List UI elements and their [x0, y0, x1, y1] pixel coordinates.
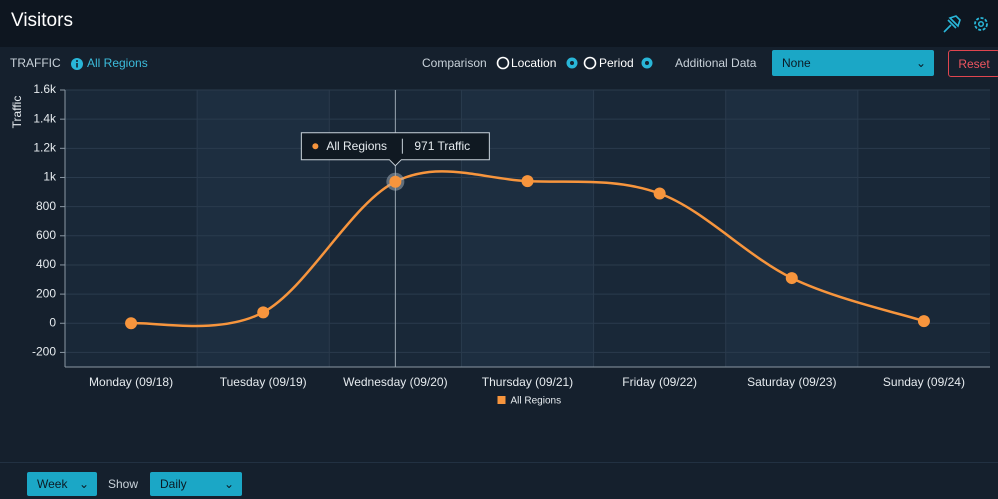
- x-tick-label: Friday (09/22): [622, 375, 697, 389]
- y-tick-label: 0: [49, 315, 56, 329]
- point: [521, 175, 534, 188]
- band: [725, 90, 858, 367]
- y-tick-label: -200: [32, 345, 56, 359]
- y-tick-label: 800: [36, 199, 56, 213]
- reset-button[interactable]: Reset: [948, 50, 998, 77]
- region-filter[interactable]: All Regions: [87, 56, 148, 70]
- range-select[interactable]: Week ⌄: [27, 472, 97, 496]
- interval-select[interactable]: Daily ⌄: [150, 472, 242, 496]
- legend-label: All Regions: [511, 396, 562, 407]
- chart: Traffic 1.6k 1.4k 1.2k 1k 800 600 400 200 0 -200 M…: [10, 82, 990, 407]
- radio[interactable]: [496, 56, 510, 70]
- chevron: ⌄: [78, 477, 89, 491]
- x-tick-label: Sunday (09/24): [883, 375, 965, 389]
- header-icons[interactable]: [940, 12, 990, 36]
- show-label: Show: [108, 477, 139, 491]
- divider: [0, 462, 998, 463]
- point: [125, 317, 138, 330]
- additional-data-label: Additional Data: [675, 56, 757, 70]
- point: [257, 306, 270, 319]
- band: [461, 90, 594, 367]
- y-tick-label: 1k: [43, 170, 57, 184]
- additional-data-select[interactable]: None ⌄: [772, 50, 934, 76]
- y-axis-label: Traffic: [10, 96, 24, 129]
- x-tick-label: Monday (09/18): [89, 375, 173, 389]
- legend-swatch: [497, 396, 506, 404]
- x-tick-label: Tuesday (09/19): [220, 375, 307, 389]
- title: Visitors: [11, 10, 73, 31]
- point: [653, 187, 666, 200]
- tooltip-series: All Regions: [326, 139, 387, 153]
- traffic-label: TRAFFIC: [10, 56, 61, 70]
- x-tick-label: Wednesday (09/20): [343, 375, 448, 389]
- x-tick-label: Saturday (09/23): [747, 375, 836, 389]
- select-value: None: [782, 56, 811, 70]
- gear-icon[interactable]: [640, 56, 654, 70]
- chevron: ⌄: [223, 477, 234, 491]
- radio[interactable]: [583, 56, 597, 70]
- y-tick-label: 200: [36, 286, 56, 300]
- gear-icon[interactable]: [565, 56, 579, 70]
- y-tick-label: 1.6k: [33, 82, 57, 96]
- tooltip-swatch: [312, 143, 319, 150]
- comparison-label: Comparison: [422, 56, 487, 70]
- tooltip: [300, 132, 490, 167]
- location-option[interactable]: Location: [511, 56, 557, 70]
- interval-value: Daily: [160, 477, 187, 491]
- point: [785, 272, 798, 285]
- y-tick-label: 1.2k: [33, 140, 57, 154]
- point: [917, 315, 930, 328]
- y-tick-label: 400: [36, 257, 56, 271]
- y-tick-label: 1.4k: [33, 111, 57, 125]
- x-tick-label: Thursday (09/21): [482, 375, 573, 389]
- info-icon: [71, 58, 83, 70]
- range-value: Week: [37, 477, 68, 491]
- tooltip-value: 971 Traffic: [414, 139, 470, 153]
- header: [0, 0, 998, 47]
- chevron: ⌄: [915, 56, 926, 70]
- point: [389, 175, 402, 188]
- period-option[interactable]: Period: [599, 56, 634, 70]
- y-tick-label: 600: [36, 228, 56, 242]
